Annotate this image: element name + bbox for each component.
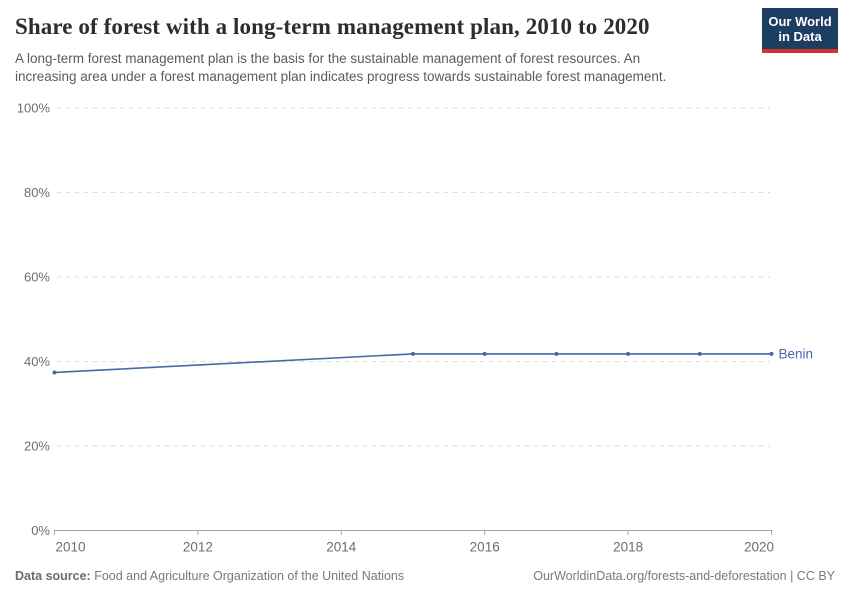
x-axis-tick-label: 2018 xyxy=(613,540,643,555)
trend-line[interactable] xyxy=(53,353,773,374)
data-source-label: Data source: xyxy=(15,569,91,583)
y-axis-tick-label: 60% xyxy=(24,270,50,285)
data-point-marker[interactable] xyxy=(482,351,487,356)
page-title: Share of forest with a long-term managem… xyxy=(15,14,650,39)
y-axis-tick-label: 20% xyxy=(24,439,50,454)
x-axis-tick-label: 2016 xyxy=(470,540,500,555)
y-axis-tick-label: 40% xyxy=(24,354,50,369)
attribution-link[interactable]: OurWorldinData.org/forests-and-deforesta… xyxy=(533,569,835,583)
owid-logo[interactable]: Our World in Data xyxy=(762,8,838,53)
data-source-note: Data source: Food and Agriculture Organi… xyxy=(15,569,404,583)
x-axis-tick-label: 2020 xyxy=(744,540,774,555)
owid-logo-line1: Our World xyxy=(768,14,832,29)
y-axis-tick-label: 80% xyxy=(24,185,50,200)
data-point-marker[interactable] xyxy=(626,351,631,356)
y-axis-tick-label: 0% xyxy=(31,523,50,538)
x-axis-tick-label: 2014 xyxy=(326,540,357,555)
chart-footer: Data source: Food and Agriculture Organi… xyxy=(15,569,835,583)
y-axis-tick-label: 100% xyxy=(17,101,51,116)
x-axis-tick-label: 2010 xyxy=(56,540,86,555)
data-point-marker[interactable] xyxy=(554,351,559,356)
owid-logo-line2: in Data xyxy=(778,29,822,44)
plot-layer: 0% 20% 40% 60% 80% 100% 2010 2012 2014 2016 2018 20… xyxy=(17,101,813,555)
x-axis-tick-label: 2012 xyxy=(183,540,213,555)
data-point-marker[interactable] xyxy=(769,351,774,356)
chart-subtitle: A long-term forest management plan is th… xyxy=(15,51,667,84)
data-point-marker[interactable] xyxy=(697,351,702,356)
data-point-marker[interactable] xyxy=(411,351,415,356)
series-entity-label[interactable]: Benin xyxy=(779,346,814,361)
data-point-marker[interactable] xyxy=(52,370,57,375)
data-source-value: Food and Agriculture Organization of the… xyxy=(90,569,405,583)
